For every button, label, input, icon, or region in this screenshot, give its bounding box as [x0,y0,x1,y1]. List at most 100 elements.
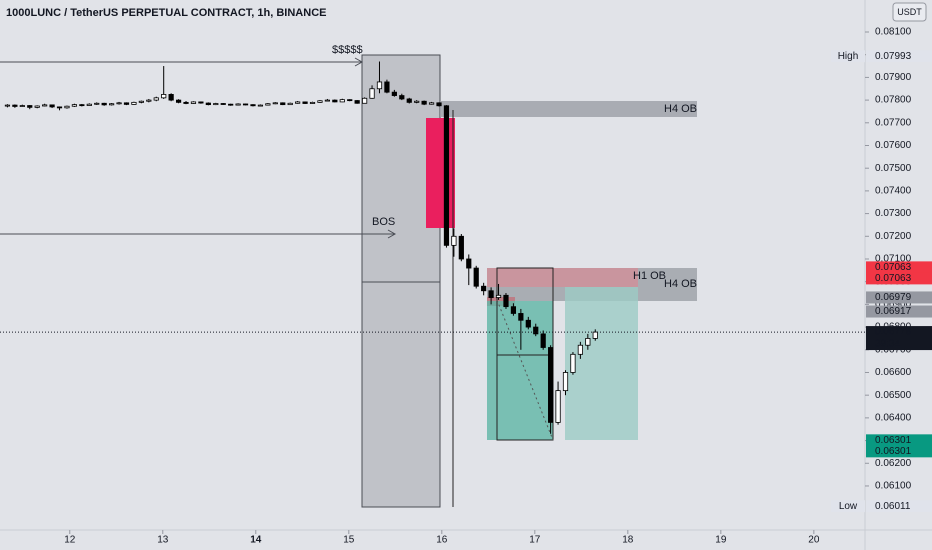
x-tick-label: 16 [436,535,448,546]
candle-body [302,101,308,104]
candle-body [190,101,197,104]
candle-body [540,333,546,348]
y-tick-label: 0.06100 [875,481,912,492]
price-label: 0.06979 [875,292,912,303]
candle-body [49,104,55,108]
candle-body [242,103,249,106]
candle-body [138,100,144,103]
y-tick-label: 0.07900 [875,72,912,83]
candle-body [109,103,115,106]
y-tick-label: 0.08100 [875,27,912,38]
candle-body [116,102,122,105]
candle-body [168,94,174,101]
candle-body [205,102,211,106]
candle-body [324,99,330,102]
x-tick-label: 14 [250,535,262,546]
y-tick-label: 0.07100 [875,254,912,265]
y-tick-label: 0.07800 [875,95,912,106]
candle-body [451,235,457,246]
price-label: 0.06011 [875,501,911,512]
currency-label[interactable]: USDT [897,7,922,17]
price-label-bg [866,434,932,447]
candle-body [473,267,479,287]
candle-body [27,105,33,108]
candle-body [295,101,301,104]
candle-body [101,102,107,106]
candle-body [123,102,130,105]
candle-body [384,81,390,93]
x-tick-label: 13 [157,535,169,546]
y-tick-label: 0.07700 [875,117,912,128]
price-label-bg [866,291,932,304]
candle-body [555,390,561,423]
price-label-bg [866,261,932,274]
price-label: 0.06301 [875,435,912,446]
y-tick-label: 0.07600 [875,140,912,151]
x-tick-label: 20 [808,535,820,546]
price-label: 0.07063 [875,262,912,273]
candle-body [399,95,405,100]
y-tick-label: 0.06200 [875,458,912,469]
candle-body [562,372,569,392]
profit-zone [565,287,638,440]
candle-body [161,94,167,99]
candle-body [183,101,189,104]
price-label-name: High [838,51,859,62]
candle-body [414,100,420,103]
candle-body [592,331,598,339]
y-tick-label: 0.06500 [875,390,912,401]
candle-body [131,101,137,105]
candle-body [71,104,78,107]
candle-body [339,99,345,103]
candle-body [466,258,472,269]
candle-body [332,99,338,103]
candle-body [265,103,271,106]
annotation: H1 OB [633,270,666,282]
candle-body [525,319,531,328]
candle-body [354,100,360,104]
candle-body [369,88,375,99]
y-tick-label: 0.06900 [875,299,912,310]
candle-body [213,103,219,106]
candle-body [436,102,442,107]
x-tick-label: 19 [715,535,727,546]
path-line [496,299,554,441]
candle-body [12,104,18,107]
candle-body [391,91,397,96]
y-tick-label: 0.07200 [875,231,912,242]
candle-body [577,344,583,355]
candles [4,61,598,434]
currency-button[interactable] [892,2,927,22]
candle-body [250,104,256,107]
candle-body [86,103,92,106]
candle-body [19,105,25,107]
profit-zone [487,301,553,440]
candle-body [518,313,524,321]
x-tick-label: 17 [529,535,541,546]
x-tick-label: 18 [622,535,634,546]
candle-body [458,235,464,260]
candle-body [287,102,293,106]
price-label: 0.06917 [875,306,912,317]
candle-body [570,353,576,373]
candle-body [406,98,412,103]
candle-body [56,106,63,109]
price-label: 0.07993 [875,51,912,62]
candle-body [146,99,152,102]
chart-title: 1000LUNC / TetherUS PERPETUAL CONTRACT, … [6,7,326,19]
annotation: $$$$$ [332,44,363,56]
candle-body [488,290,494,298]
current-price-label: 0.06778 [875,327,912,338]
candle-body [257,104,264,107]
countdown-label: 39:34 [875,339,900,350]
candle-body [228,103,234,106]
price-label-name-bg [831,500,865,513]
candle-body [510,306,517,314]
price-label-bg [866,50,932,63]
candle-body [585,338,591,346]
order-block [426,118,455,228]
price-label-bg [866,500,932,513]
price-label-name-bg [831,50,865,63]
arrow-head [354,57,364,67]
